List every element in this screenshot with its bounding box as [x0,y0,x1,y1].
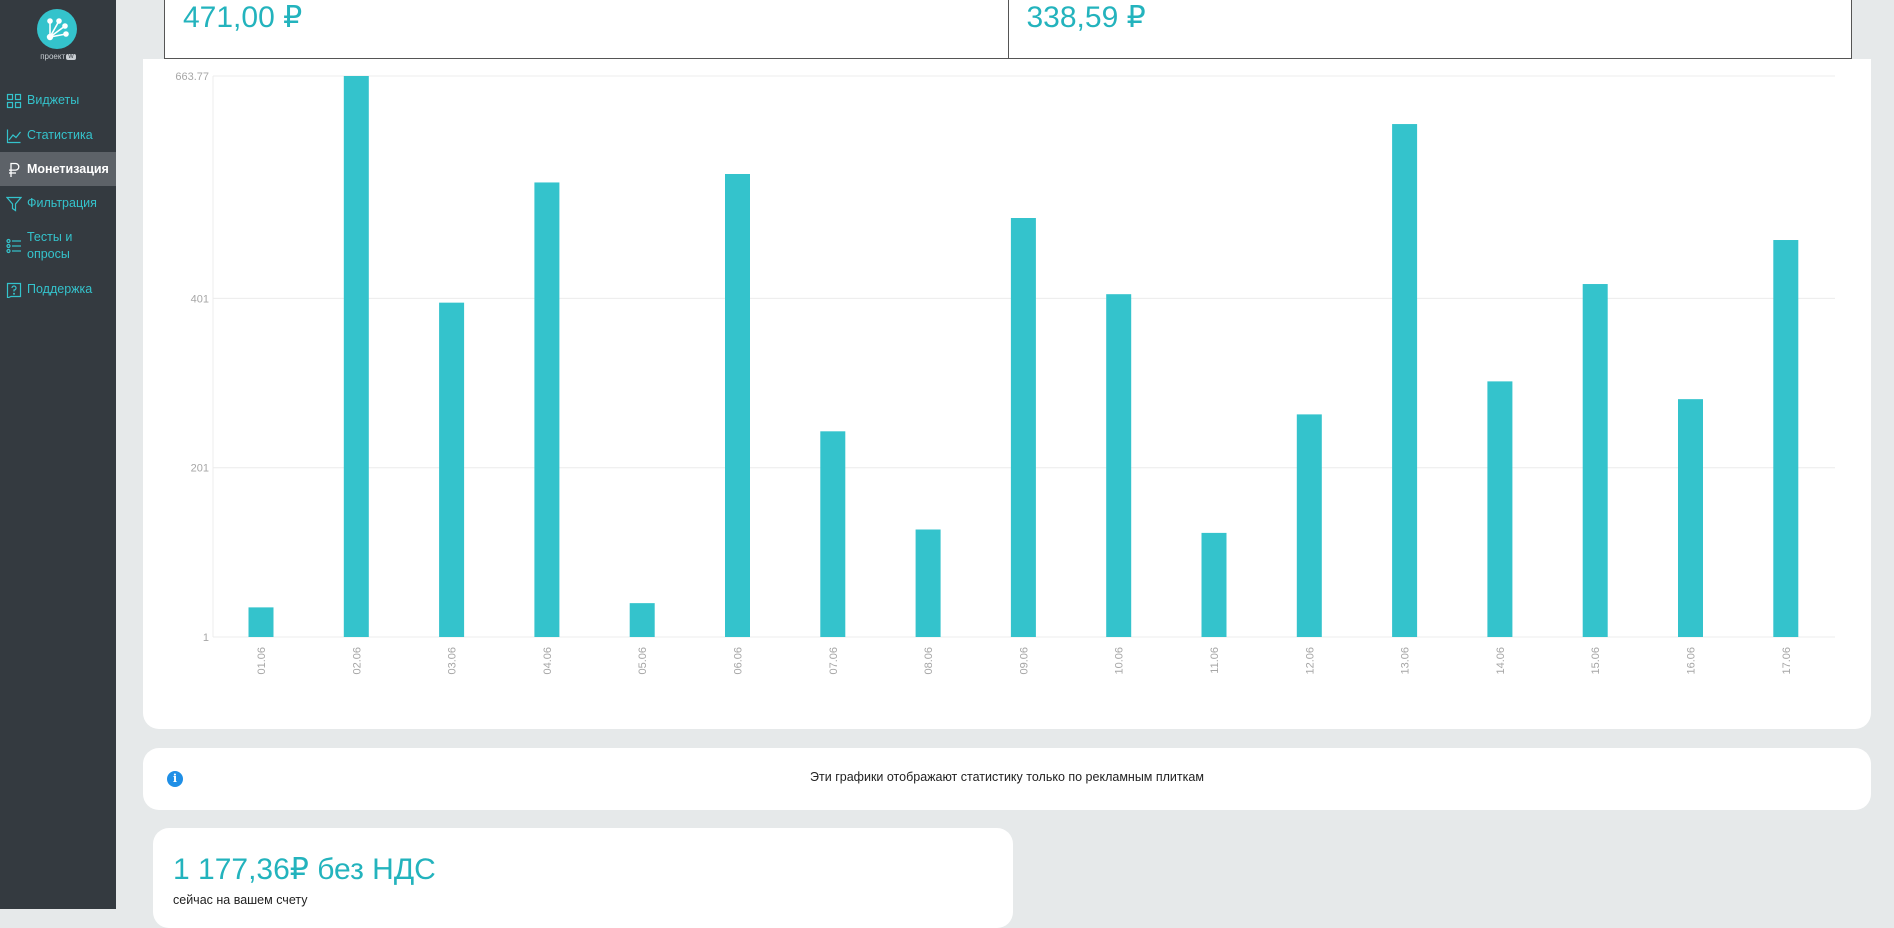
chart-bar [248,607,274,637]
help-question-icon [6,282,22,299]
sidebar: проект W Виджеты Статистика [0,0,116,909]
revenue-bar-chart: 1 201 401 663.77 01.06 02.06 03.06 04.06 05.06 06… [175,71,1835,675]
widgets-grid-icon [6,93,22,109]
y-tick-label: 1 [203,632,209,644]
filter-funnel-icon [5,196,23,212]
summary-right-value: 338,59 ₽ [1007,0,1852,58]
x-tick-label: 15.06 [1590,647,1602,675]
y-tick-label: 663.77 [175,71,209,83]
sidebar-item-label: Статистика [27,128,93,142]
chart-bar [1201,532,1227,637]
x-tick-label: 16.06 [1686,647,1698,675]
sidebar-item-label: Тесты и опросы [27,230,73,261]
y-tick-label: 401 [191,293,209,305]
x-tick-label: 05.06 [637,647,649,675]
sidebar-item-widgets[interactable]: Виджеты [0,84,116,118]
chart-bar [725,173,750,637]
x-tick-label: 09.06 [1018,647,1030,675]
project-logo-icon[interactable] [37,9,77,49]
line-chart-icon [6,128,22,144]
sidebar-item-label: Виджеты [27,93,80,107]
x-tick-label: 10.06 [1114,647,1126,675]
chart-bar [1296,414,1322,637]
x-tick-label: 08.06 [923,647,935,675]
checklist-icon [6,238,22,254]
revenue-summary: 471,00 ₽ 338,59 ₽ [164,0,1852,59]
sidebar-item-tests-polls[interactable]: Тесты и опросы [0,220,116,272]
balance-caption: сейчас на вашем счету [173,893,308,907]
chart-bar [915,529,941,637]
chart-bar [534,182,560,637]
sidebar-item-filtering[interactable]: Фильтрация [0,186,116,220]
chart-bar [343,76,369,637]
sidebar-item-label: Фильтрация [27,196,97,210]
x-tick-label: 01.06 [256,647,268,675]
summary-left-value: 471,00 ₽ [183,1,303,34]
x-tick-label: 11.06 [1209,647,1221,674]
chart-bar [1487,381,1513,637]
info-banner: i Эти графики отображают статистику толь… [143,748,1871,810]
sidebar-item-monetization[interactable]: Монетизация [0,152,116,186]
ruble-icon [6,162,22,178]
chart-bar [820,431,846,637]
revenue-chart-card: 1 201 401 663.77 01.06 02.06 03.06 04.06 05.06 06… [143,59,1871,729]
info-icon: i [167,771,183,787]
info-text: Эти графики отображают статистику только… [810,770,1204,784]
sidebar-item-label: Поддержка [27,282,93,296]
x-tick-label: 14.06 [1495,647,1507,675]
x-tick-label: 13.06 [1400,647,1412,675]
sidebar-nav: Виджеты Статистика Монетизация [0,84,116,306]
chart-bar [1773,240,1799,638]
chart-bar [439,302,465,637]
balance-card: 1 177,36₽ без НДС сейчас на вашем счету [153,828,1013,928]
sidebar-item-label: Монетизация [27,162,109,176]
x-tick-label: 02.06 [351,647,363,675]
x-tick-label: 04.06 [542,647,554,675]
chart-bar [1392,124,1418,637]
y-tick-label: 201 [191,463,209,475]
x-tick-label: 06.06 [733,647,745,675]
chart-bar [1010,218,1036,638]
sidebar-item-support[interactable]: Поддержка [0,272,116,306]
sidebar-item-statistics[interactable]: Статистика [0,118,116,152]
logo-text: проект W [40,52,76,61]
chart-bar [1678,399,1703,637]
chart-bar [1106,294,1132,637]
balance-amount: 1 177,36₽ без НДС [173,853,436,886]
x-tick-label: 12.06 [1304,647,1316,675]
x-tick-label: 17.06 [1781,647,1793,675]
chart-bar [629,603,655,637]
chart-bar [1582,284,1608,637]
x-tick-label: 07.06 [828,647,840,675]
x-tick-label: 03.06 [447,647,459,675]
